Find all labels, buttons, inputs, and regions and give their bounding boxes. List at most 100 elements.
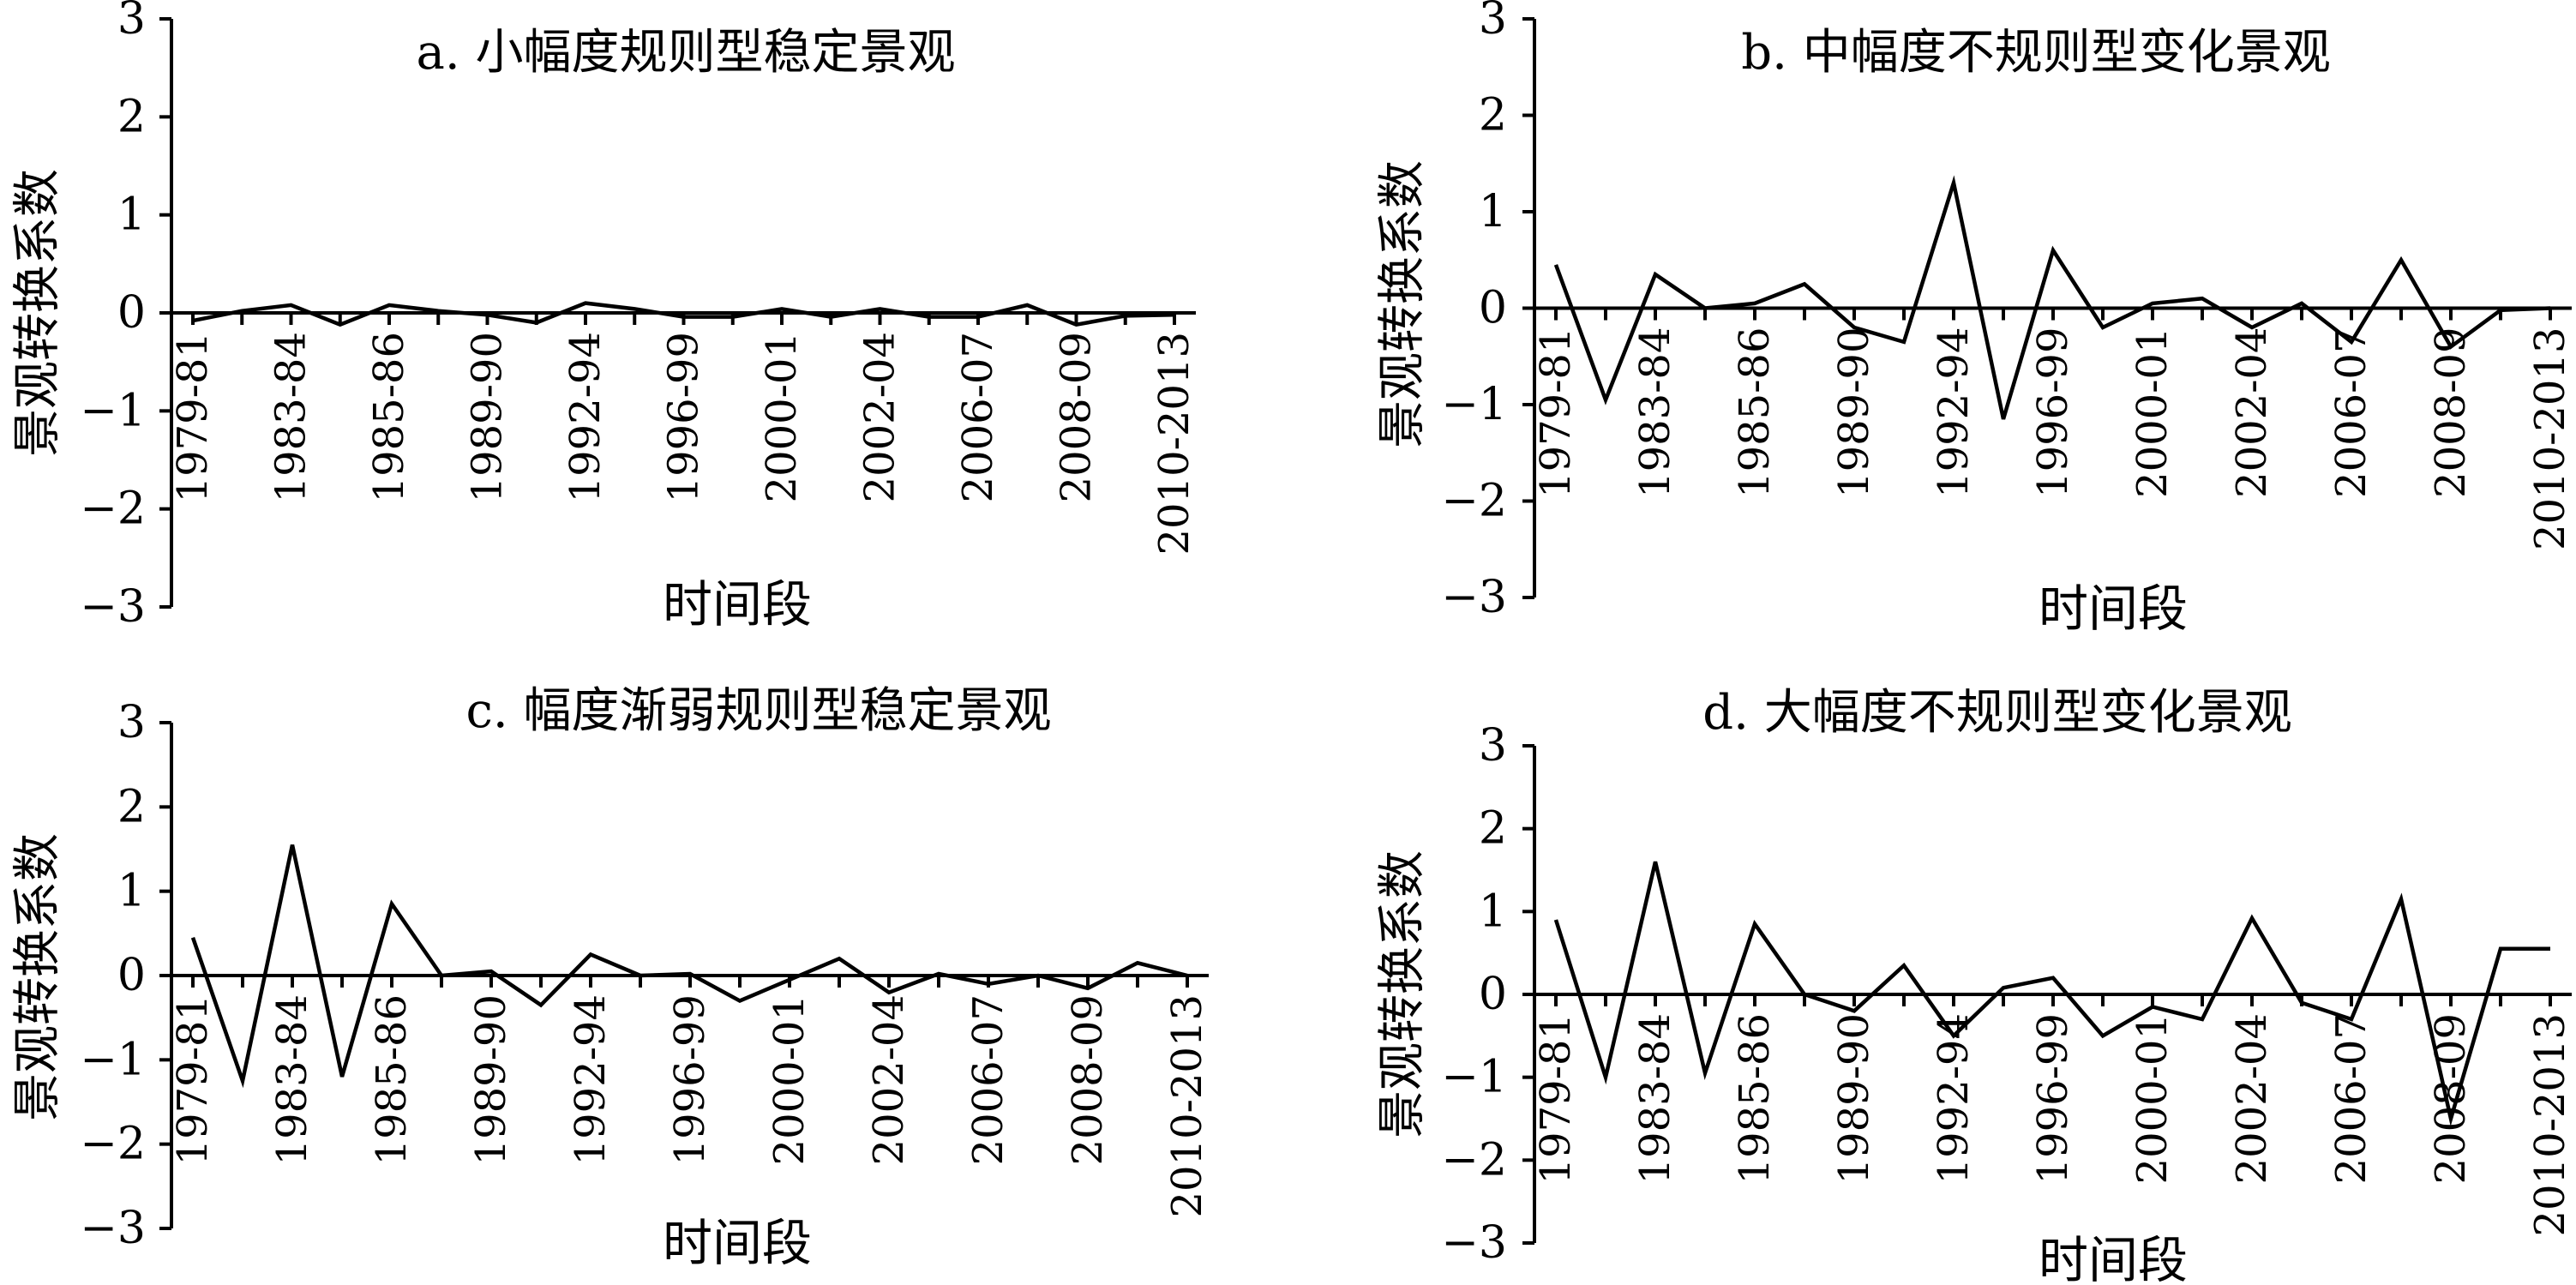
data-point [435,309,441,314]
data-point [1074,322,1079,327]
x-tick-label: 1985-86 [1731,1013,1779,1184]
x-tick-label: 2000-01 [766,994,814,1165]
data-point [2349,339,2354,345]
y-tick-label: 3 [117,697,146,748]
data-point [2399,257,2404,262]
data-point [2349,1017,2354,1022]
x-tick-label: 1996-99 [666,994,714,1165]
x-tick-label: 2006-07 [954,332,1002,502]
chart-title: d. 大幅度不规则型变化景观 [1702,685,2291,741]
y-tick-label: −1 [1441,1052,1507,1103]
chart-title: b. 中幅度不规则型变化景观 [1741,25,2330,81]
y-tick-label: 3 [1479,720,1507,772]
data-point [339,1074,345,1079]
data-point [2299,1000,2304,1006]
y-tick-label: 2 [117,91,146,142]
data-point [389,901,394,906]
y-axis-label: 景观转换系数 [10,169,66,457]
data-point [1185,973,1190,978]
y-tick-label: −2 [80,483,146,535]
data-point [489,969,494,974]
y-axis-label: 景观转换系数 [1375,850,1431,1138]
y-tick-label: −2 [80,1119,146,1170]
x-tick-label: 1996-99 [2029,1013,2077,1184]
x-tick-label: 2006-07 [964,994,1012,1165]
y-tick-label: −1 [1441,379,1507,430]
chart-title: c. 幅度渐弱规则型稳定景观 [466,683,1052,739]
x-tick-label: 2002-04 [2228,1013,2276,1184]
data-point [1553,917,1558,922]
y-tick-label: 0 [117,287,146,339]
x-tick-label: 1992-94 [567,994,615,1165]
x-tick-label: 2010-2013 [2526,327,2574,551]
y-tick-label: 1 [117,189,146,241]
y-tick-label: 3 [117,0,146,45]
chart-title: a. 小幅度规则型稳定景观 [417,25,956,81]
y-tick-label: −3 [80,1203,146,1254]
data-point [1702,306,1708,311]
data-point [534,320,539,325]
data-point [1901,339,1906,345]
data-point [2150,301,2155,306]
x-tick-label: 2002-04 [856,332,904,502]
data-point [1752,301,1757,306]
x-tick-label: 1985-86 [368,994,416,1165]
data-point [1901,963,1906,968]
data-point [2249,325,2255,330]
series-line [1553,175,2551,420]
data-point [2448,1116,2453,1121]
y-tick-label: 2 [1479,803,1507,855]
x-tick-label: 1992-94 [561,332,609,502]
data-point [1135,960,1140,965]
data-point [239,309,244,314]
data-point [730,315,736,320]
data-point [638,973,643,978]
data-point [1951,180,1956,185]
y-axis-label: 景观转换系数 [10,833,66,1121]
x-tick-label: 2008-09 [2427,327,2475,498]
data-point [240,1078,245,1084]
data-point [2399,897,2404,902]
data-point [1951,1033,1956,1038]
x-tick-label: 1989-90 [1830,1013,1878,1184]
data-point [886,990,892,995]
data-point [1036,973,1041,978]
data-point [2051,976,2056,981]
data-point [1172,312,1177,317]
data-point [737,999,742,1004]
x-axis-label: 时间段 [663,575,812,633]
x-tick-label: 2010-2013 [1150,332,1198,555]
y-tick-label: −2 [1441,1134,1507,1186]
data-point [2299,301,2304,306]
data-point [2001,985,2006,990]
x-tick-label: 2002-04 [2228,327,2276,498]
data-point [1123,313,1128,318]
x-tick-label: 1979-81 [169,332,217,502]
data-point [1852,325,1857,330]
y-tick-label: −1 [80,385,146,436]
data-point [2249,916,2255,921]
data-point [338,322,343,327]
y-axis-label: 景观转换系数 [1375,160,1431,448]
data-point [290,843,295,848]
data-point [1702,1071,1708,1076]
series-line [190,844,1188,1089]
data-point [289,303,294,308]
data-point [779,306,784,311]
x-tick-label: 2000-01 [2129,1013,2177,1184]
data-point [976,315,981,320]
y-tick-label: −3 [1441,572,1507,623]
x-tick-label: 1989-90 [1830,327,1878,498]
data-point [1603,397,1608,402]
data-point [787,977,792,982]
data-point [2498,308,2503,313]
data-point [588,952,593,957]
data-point [1085,986,1090,991]
series-line [192,301,1175,327]
y-tick-label: 1 [1479,886,1507,937]
data-point [2548,306,2553,311]
y-tick-label: 2 [117,781,146,832]
